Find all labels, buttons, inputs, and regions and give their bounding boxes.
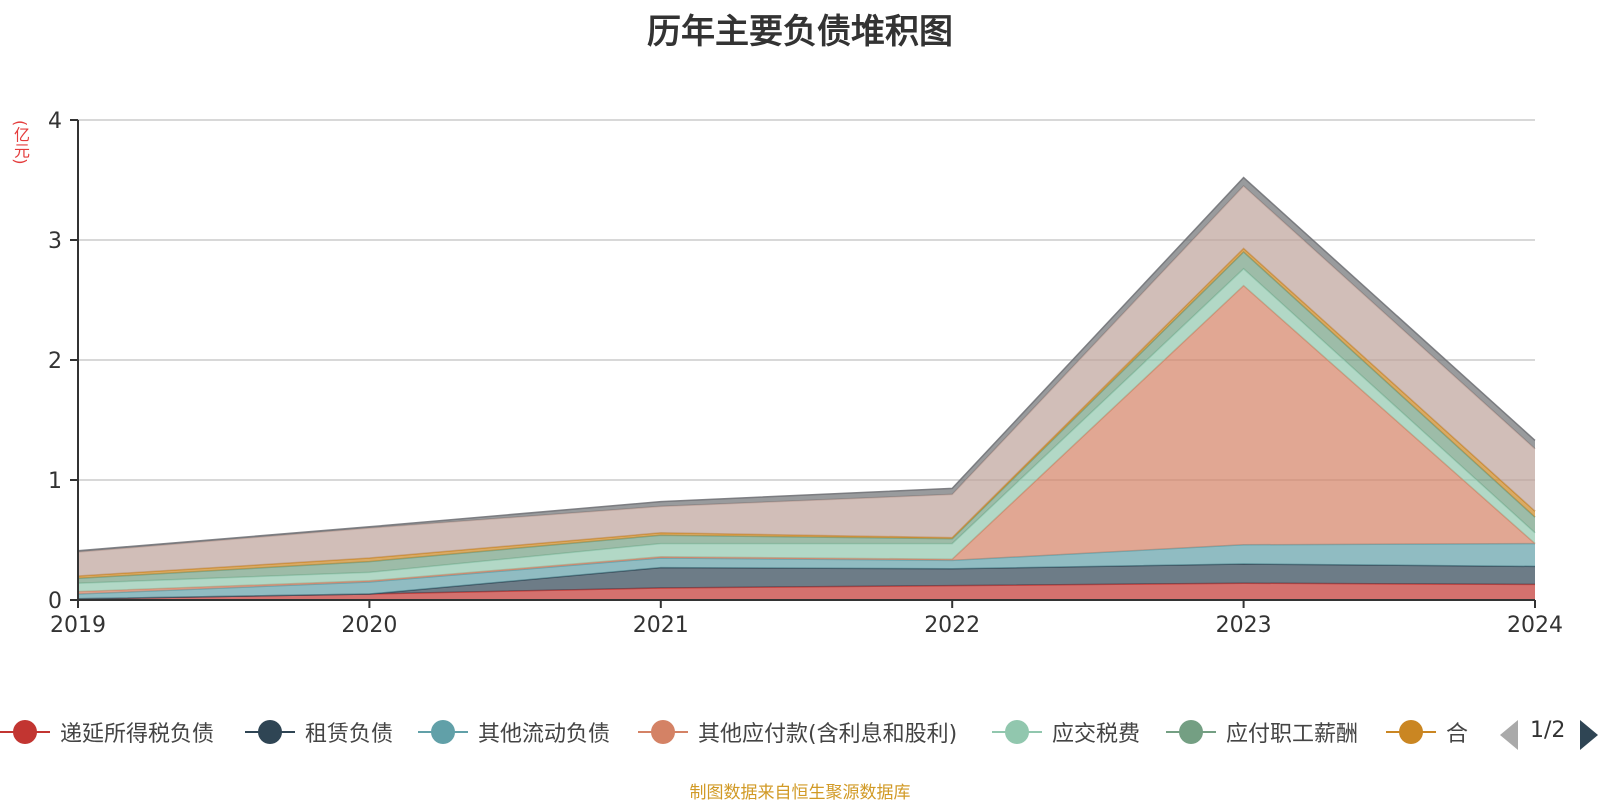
legend-dot xyxy=(258,720,282,744)
legend-dot xyxy=(651,720,675,744)
chart-title: 历年主要负债堆积图 xyxy=(647,12,953,52)
legend-marker-icon xyxy=(1386,717,1436,747)
legend-dot xyxy=(1005,720,1029,744)
area-series xyxy=(78,252,1535,584)
legend-pager: 1/2 xyxy=(1500,716,1600,752)
legend-dot xyxy=(1399,720,1423,744)
area-series xyxy=(78,543,1535,599)
series-line xyxy=(77,176,1536,552)
area-series xyxy=(78,268,1535,592)
legend-marker-icon xyxy=(245,717,295,747)
x-tick-label: 2022 xyxy=(924,613,980,638)
legend: 递延所得税负债 租赁负债 其他流动负债 其他应付款(含利息和股利) xyxy=(0,712,1490,752)
area-series xyxy=(78,564,1535,599)
legend-marker-icon xyxy=(0,717,50,747)
x-tick-label: 2020 xyxy=(341,613,397,638)
legend-label: 递延所得税负债 xyxy=(60,722,215,747)
series-line xyxy=(77,247,1536,577)
prev-page-arrow-icon[interactable] xyxy=(1500,720,1518,750)
legend-item[interactable]: 递延所得税负债 xyxy=(0,712,214,752)
legend-page-indicator: 1/2 xyxy=(1530,718,1566,743)
legend-item[interactable]: 租赁负债 xyxy=(245,712,393,752)
legend-item[interactable]: 其他应付款(含利息和股利) xyxy=(638,712,957,752)
legend-label: 其他流动负债 xyxy=(478,722,611,747)
legend-label: 其他应付款(含利息和股利) xyxy=(698,722,958,747)
next-page-arrow-icon[interactable] xyxy=(1580,720,1598,750)
y-tick-label: 1 xyxy=(48,469,62,494)
legend-label: 应交税费 xyxy=(1052,722,1141,747)
area-series xyxy=(78,186,1535,576)
legend-dot xyxy=(1179,720,1203,744)
legend-dot xyxy=(13,720,37,744)
legend-marker-icon xyxy=(992,717,1042,747)
y-tick-label: 3 xyxy=(48,229,62,254)
legend-marker-icon xyxy=(418,717,468,747)
legend-item[interactable]: 合 xyxy=(1386,712,1468,752)
area-series xyxy=(78,285,1535,594)
y-tick-label: 4 xyxy=(48,109,62,134)
y-tick-label: 2 xyxy=(48,349,62,374)
legend-item[interactable]: 其他流动负债 xyxy=(418,712,610,752)
x-tick-label: 2021 xyxy=(633,613,689,638)
legend-item[interactable]: 应付职工薪酬 xyxy=(1166,712,1358,752)
legend-marker-icon xyxy=(638,717,688,747)
x-tick-label: 2019 xyxy=(50,613,106,638)
y-tick-label: 0 xyxy=(48,589,62,614)
source-note: 制图数据来自恒生聚源数据库 xyxy=(689,783,911,803)
x-tick-label: 2023 xyxy=(1216,613,1272,638)
legend-item[interactable]: 应交税费 xyxy=(992,712,1140,752)
legend-label: 合 xyxy=(1446,722,1469,747)
area-series xyxy=(78,583,1535,600)
x-tick-label: 2024 xyxy=(1507,613,1563,638)
legend-label: 应付职工薪酬 xyxy=(1226,722,1359,747)
y-axis-unit-label: (亿元) xyxy=(11,120,30,165)
legend-dot xyxy=(431,720,455,744)
legend-label: 租赁负债 xyxy=(305,722,394,747)
legend-marker-icon xyxy=(1166,717,1216,747)
